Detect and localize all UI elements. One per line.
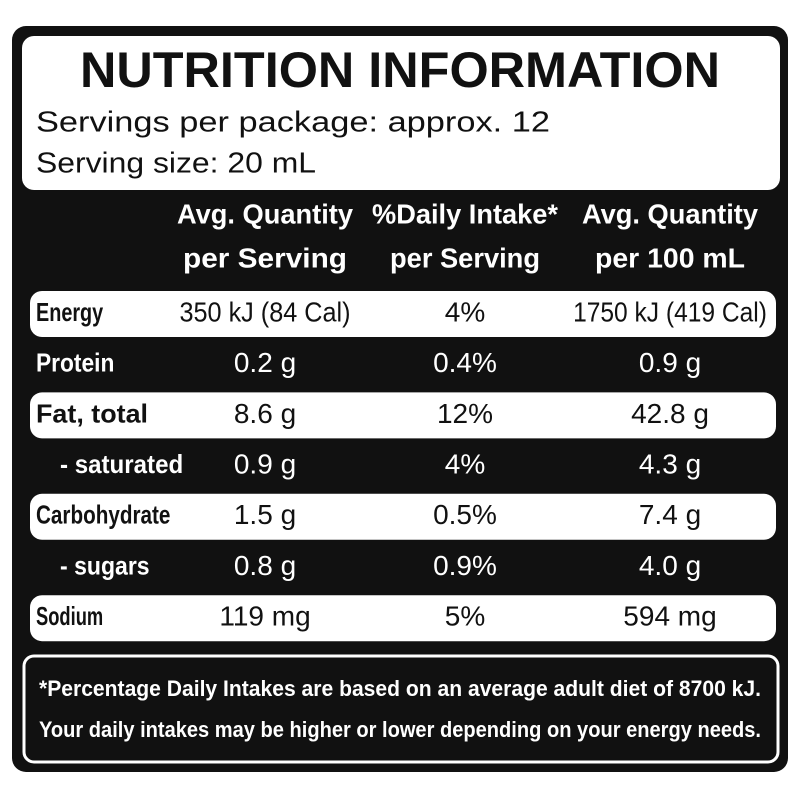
cell-value: 0.5% — [433, 499, 497, 530]
cell-value: 0.2 g — [234, 347, 296, 378]
row-band — [30, 291, 776, 337]
row-label: Protein — [36, 348, 114, 378]
cell-value: 594 mg — [623, 601, 716, 632]
cell-value: 0.9 g — [234, 448, 296, 479]
cell-value: 0.8 g — [234, 550, 296, 581]
cell-value: 119 mg — [219, 601, 310, 632]
cell-value: 4.0 g — [639, 550, 701, 581]
cell-value: 8.6 g — [234, 398, 296, 429]
cell-value: 5% — [445, 601, 485, 632]
title: NUTRITION INFORMATION — [80, 42, 720, 98]
row-label: - sugars — [60, 550, 150, 580]
row-band — [30, 493, 776, 540]
cell-value: 4% — [445, 296, 485, 327]
cell-value: 0.9 g — [639, 347, 701, 378]
column-header: Avg. Quantity — [582, 198, 758, 229]
column-header: Avg. Quantity — [177, 198, 353, 229]
cell-value: 12% — [437, 398, 493, 429]
footnote-line: Your daily intakes may be higher or lowe… — [39, 717, 761, 742]
row-label: - saturated — [60, 449, 183, 479]
column-header: per Serving — [390, 242, 540, 273]
row-label: Fat, total — [36, 398, 148, 428]
cell-value: 42.8 g — [631, 398, 709, 429]
row-label: Sodium — [36, 601, 103, 631]
row-band — [30, 595, 776, 642]
cell-value: 4.3 g — [639, 448, 701, 479]
column-header: per Serving — [183, 242, 347, 273]
footnote-frame — [22, 654, 780, 764]
cell-value: 0.9% — [433, 550, 497, 581]
cell-value: 7.4 g — [639, 499, 701, 530]
cell-value: 4% — [445, 448, 485, 479]
serving-size: Serving size: 20 mL — [36, 148, 316, 180]
cell-value: 350 kJ (84 Cal) — [180, 296, 351, 327]
column-header: %Daily Intake* — [372, 198, 558, 229]
cell-value: 0.4% — [433, 347, 497, 378]
cell-value: 1.5 g — [234, 499, 296, 530]
header-panel — [22, 36, 780, 190]
footnote-line: *Percentage Daily Intakes are based on a… — [39, 676, 761, 701]
cell-value: 1750 kJ (419 Cal) — [573, 296, 767, 327]
row-band — [30, 392, 776, 439]
column-header: per 100 mL — [595, 242, 745, 273]
servings: Servings per package: approx. 12 — [36, 107, 550, 139]
row-label: Carbohydrate — [36, 500, 170, 530]
row-label: Energy — [36, 297, 104, 327]
